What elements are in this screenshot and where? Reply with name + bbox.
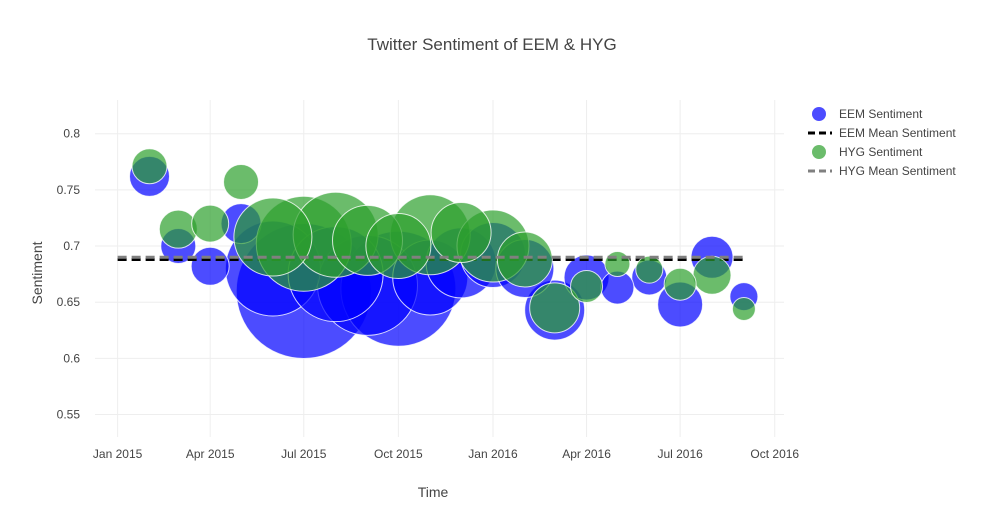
legend-label: EEM Sentiment <box>839 107 923 121</box>
x-tick-label: Jul 2015 <box>281 447 327 461</box>
y-tick-label: 0.7 <box>63 239 80 253</box>
data-point[interactable] <box>190 246 230 286</box>
legend-label: HYG Mean Sentiment <box>839 164 956 178</box>
y-tick-label: 0.6 <box>63 351 80 365</box>
data-point[interactable] <box>604 251 631 278</box>
y-tick-label: 0.8 <box>63 127 80 141</box>
plot-area <box>117 148 759 359</box>
legend-marker <box>812 107 826 121</box>
data-point[interactable] <box>223 164 260 201</box>
data-point[interactable] <box>131 148 168 185</box>
x-tick-label: Jan 2016 <box>468 447 518 461</box>
y-tick-label: 0.65 <box>57 295 81 309</box>
x-tick-label: Apr 2015 <box>186 447 235 461</box>
y-axis-ticks: 0.55 0.6 0.65 0.7 0.75 0.8 <box>57 127 81 422</box>
data-point[interactable] <box>731 296 756 321</box>
data-point[interactable] <box>158 209 198 249</box>
data-point[interactable] <box>635 255 664 284</box>
data-point[interactable] <box>570 269 604 303</box>
data-point[interactable] <box>529 282 581 334</box>
data-point[interactable] <box>663 267 697 301</box>
legend-item[interactable]: EEM Sentiment <box>812 107 923 121</box>
data-point[interactable] <box>365 213 432 280</box>
x-tick-label: Apr 2016 <box>562 447 611 461</box>
data-point[interactable] <box>430 202 492 264</box>
legend-marker <box>812 145 826 159</box>
y-tick-label: 0.55 <box>57 408 81 422</box>
x-tick-label: Jul 2016 <box>657 447 703 461</box>
data-point[interactable] <box>191 204 230 243</box>
x-tick-label: Jan 2015 <box>93 447 143 461</box>
x-tick-label: Oct 2015 <box>374 447 423 461</box>
legend[interactable]: EEM Sentiment EEM Mean Sentiment HYG Senti… <box>808 107 956 178</box>
x-tick-label: Oct 2016 <box>750 447 799 461</box>
legend-item[interactable]: HYG Mean Sentiment <box>808 164 956 178</box>
chart-title: Twitter Sentiment of EEM & HYG <box>367 35 616 54</box>
y-tick-label: 0.75 <box>57 183 81 197</box>
data-point[interactable] <box>692 255 732 295</box>
legend-item[interactable]: HYG Sentiment <box>812 145 923 159</box>
legend-label: EEM Mean Sentiment <box>839 126 956 140</box>
x-axis-title: Time <box>418 484 449 500</box>
data-point[interactable] <box>233 197 313 277</box>
legend-label: HYG Sentiment <box>839 145 923 159</box>
data-point[interactable] <box>496 231 553 288</box>
y-axis-title: Sentiment <box>29 241 45 304</box>
legend-item[interactable]: EEM Mean Sentiment <box>808 126 956 140</box>
x-axis-ticks: Jan 2015 Apr 2015 Jul 2015 Oct 2015 Jan 2016… <box>93 447 799 461</box>
